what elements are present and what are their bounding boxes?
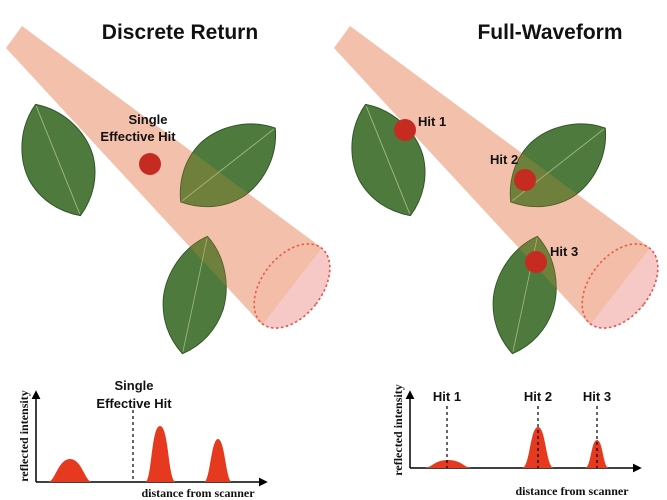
full-waveform-chart: reflected intensity distance from scanne… bbox=[391, 384, 642, 498]
hit-1-dot bbox=[394, 119, 416, 141]
waveform-peak bbox=[145, 426, 176, 482]
hit-label-line1: Single bbox=[128, 112, 167, 127]
waveform-peak bbox=[204, 439, 232, 482]
hit-3-label: Hit 3 bbox=[550, 244, 578, 259]
hit-1-label: Hit 1 bbox=[418, 114, 446, 129]
chart-hit-3-label: Hit 3 bbox=[583, 389, 611, 404]
y-axis-label: reflected intensity bbox=[17, 390, 31, 481]
discrete-return-panel: Discrete Return Single Effective Hit bbox=[3, 21, 331, 500]
hit-2-dot bbox=[514, 169, 536, 191]
laser-beam bbox=[334, 26, 659, 329]
full-waveform-title: Full-Waveform bbox=[477, 21, 622, 44]
laser-beam bbox=[6, 26, 331, 329]
waveform-peak bbox=[424, 460, 472, 468]
waveform-peak bbox=[522, 427, 554, 468]
hit-2-label: Hit 2 bbox=[490, 152, 518, 167]
full-waveform-panel: Full-Waveform Hit 1 Hit 2 Hit 3 reflecte… bbox=[333, 21, 659, 498]
hit-3-dot bbox=[525, 251, 547, 273]
beam-footprint bbox=[581, 243, 659, 329]
discrete-return-chart: reflected intensity distance from scanne… bbox=[17, 378, 268, 500]
effective-hit-dot bbox=[139, 153, 161, 175]
chart-label-line1: Single bbox=[114, 378, 153, 393]
leaf bbox=[159, 100, 297, 230]
hit-label-line2: Effective Hit bbox=[100, 129, 176, 144]
x-axis-label: distance from scanner bbox=[141, 486, 255, 500]
chart-hit-2-label: Hit 2 bbox=[524, 389, 552, 404]
leaf bbox=[333, 90, 443, 230]
chart-label-line2: Effective Hit bbox=[96, 396, 172, 411]
leaf bbox=[151, 229, 239, 361]
y-axis-label: reflected intensity bbox=[391, 384, 405, 475]
x-axis-label: distance from scanner bbox=[515, 484, 629, 498]
waveform-peak bbox=[48, 459, 92, 482]
beam-footprint bbox=[253, 243, 331, 329]
leaf bbox=[3, 90, 113, 230]
chart-hit-1-label: Hit 1 bbox=[433, 389, 461, 404]
discrete-return-title: Discrete Return bbox=[102, 21, 258, 44]
